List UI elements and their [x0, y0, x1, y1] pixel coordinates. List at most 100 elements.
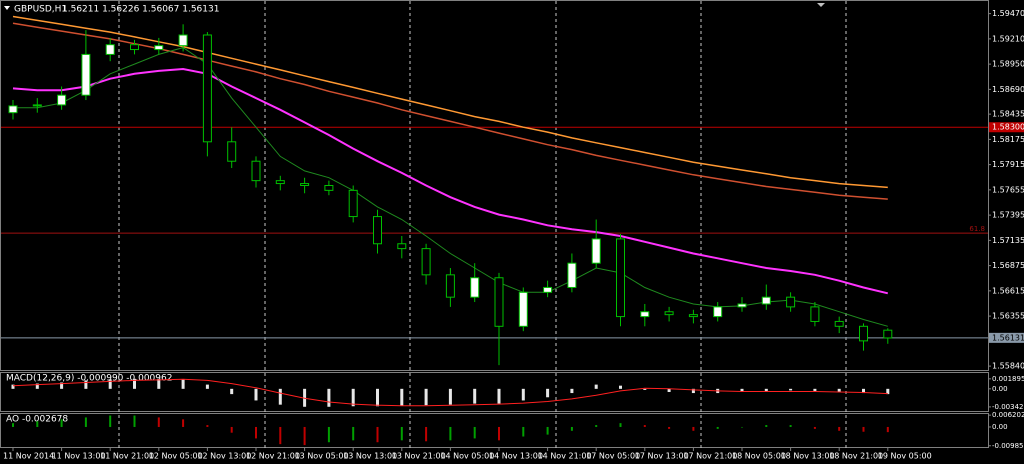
chart-title: GBPUSD,H1	[14, 5, 67, 15]
shift-marker	[817, 3, 825, 7]
symbol-marker	[4, 6, 10, 10]
macd-bar	[448, 388, 452, 405]
ao-bar	[109, 415, 112, 427]
ao-bar	[376, 426, 379, 443]
price-label-box	[989, 332, 1024, 343]
macd-bar	[886, 388, 890, 395]
macd-bar	[230, 388, 234, 395]
candle-body	[737, 303, 747, 308]
ao-bar	[206, 425, 209, 427]
candle-body	[202, 34, 212, 143]
ao-bar	[643, 425, 646, 427]
macd-signal	[12, 378, 888, 407]
x-tick-label: 12 Nov 21:00	[246, 452, 300, 461]
ao-bar	[133, 415, 136, 427]
candle-body	[713, 306, 723, 318]
ao-bar	[546, 426, 549, 435]
macd-bar	[789, 388, 793, 391]
macd-bar	[376, 388, 379, 407]
ao-bar	[765, 425, 768, 427]
ao-bar	[789, 425, 792, 427]
candle-body	[567, 262, 577, 288]
ao-bar	[813, 426, 816, 429]
ao-bar	[60, 419, 63, 427]
x-tick-label: 19 Nov 05:00	[878, 452, 932, 461]
macd-bar	[254, 388, 258, 401]
candle-body	[445, 274, 455, 298]
main-panel	[0, 0, 989, 371]
ao-bar	[327, 426, 330, 443]
candle-body	[300, 183, 310, 186]
macd-bar	[764, 388, 768, 391]
x-tick-label: 13 Nov 13:00	[343, 452, 397, 461]
macd-bar	[740, 388, 744, 392]
ao-bar	[182, 419, 185, 427]
x-tick-label: 11 Nov 2014	[3, 452, 54, 461]
candle-body	[154, 45, 164, 51]
candle-body	[130, 44, 139, 51]
ao-bar	[741, 426, 743, 428]
macd-bar	[11, 384, 15, 389]
macd-panel	[0, 372, 989, 412]
y-tick-label: 1.58950	[992, 60, 1024, 69]
ao-bar	[303, 426, 306, 446]
candle-body	[859, 325, 868, 342]
candle-body	[81, 53, 91, 96]
y-tick-label: 1.58175	[992, 135, 1024, 144]
candle-body	[518, 291, 528, 327]
price-label: 1.58300	[992, 123, 1024, 132]
candle-body	[178, 34, 188, 47]
x-tick-label: 14 Nov 13:00	[489, 452, 543, 461]
macd-bar	[133, 378, 136, 389]
y-tick-label: 1.59210	[992, 34, 1024, 43]
ao-bar	[352, 426, 355, 441]
candle-body	[761, 296, 771, 305]
x-tick-label: 17 Nov 21:00	[683, 452, 737, 461]
macd-bar	[594, 384, 598, 389]
candle-body	[543, 286, 553, 293]
ao-bar	[425, 426, 428, 442]
x-tick-label: 18 Nov 05:00	[732, 452, 786, 461]
macd-bar	[424, 388, 428, 406]
ao-bar	[716, 426, 719, 429]
ao-bar	[570, 426, 573, 431]
macd-bar	[667, 388, 671, 392]
macd-bar	[84, 380, 88, 389]
ao-bar	[255, 426, 257, 439]
x-tick-label: 17 Nov 13:00	[635, 452, 689, 461]
macd-label: MACD(12,26,9) -0.000990 -0.000962	[6, 374, 172, 384]
ao-panel	[0, 413, 989, 448]
ao-bar	[862, 426, 865, 432]
y-tick-label: -0.003426	[992, 403, 1024, 411]
y-tick-label: 1.57655	[992, 185, 1024, 194]
y-tick-label: 1.56355	[992, 312, 1024, 321]
candle-body	[8, 105, 18, 114]
ao-bar	[36, 421, 39, 427]
ao-bar	[838, 426, 841, 431]
y-tick-label: 1.59470	[992, 9, 1024, 18]
y-tick-label: 1.57135	[992, 236, 1024, 245]
candle-body	[494, 277, 504, 327]
macd-bar	[35, 383, 39, 389]
price-label: 1.56131	[992, 333, 1024, 342]
y-tick-label: 1.57395	[992, 211, 1024, 220]
ao-bar	[449, 426, 452, 441]
macd-bar	[497, 388, 501, 404]
x-tick-label: 12 Nov 05:00	[149, 452, 203, 461]
macd-bar	[351, 388, 355, 407]
candle-body	[324, 185, 334, 191]
macd-bar	[400, 388, 404, 406]
candle-body	[834, 320, 844, 327]
x-tick-label: 11 Nov 13:00	[52, 452, 106, 461]
candle-body	[32, 104, 42, 107]
x-tick-label: 12 Nov 13:00	[197, 452, 251, 461]
candle-body	[664, 311, 674, 316]
level-label: 61.8	[969, 225, 985, 233]
candle-body	[470, 277, 480, 298]
macd-bar	[473, 388, 477, 404]
y-tick-label: 0.001895	[992, 375, 1024, 383]
candle-body	[275, 180, 285, 185]
candle-body	[883, 329, 893, 339]
macd-bar	[643, 388, 647, 390]
